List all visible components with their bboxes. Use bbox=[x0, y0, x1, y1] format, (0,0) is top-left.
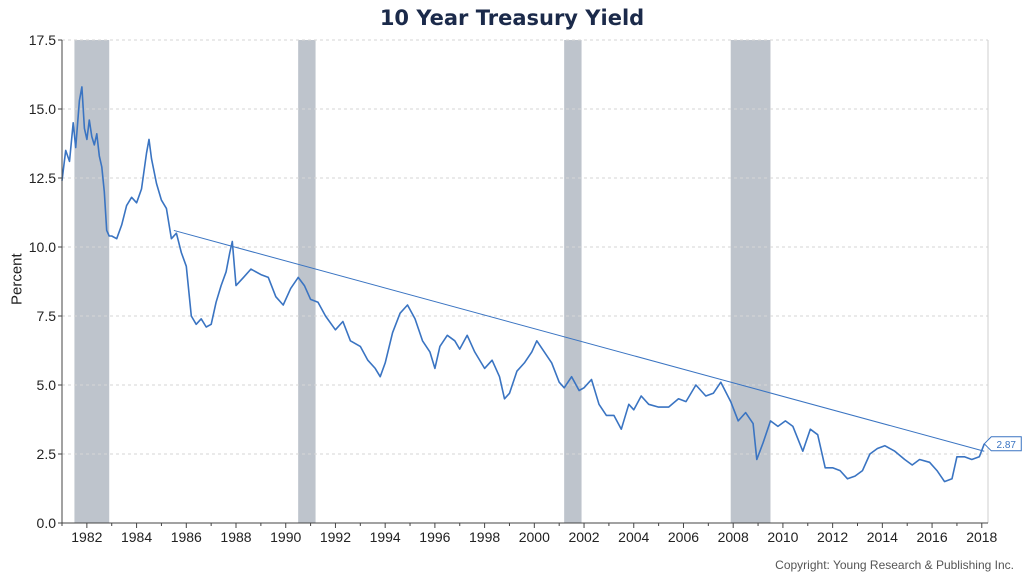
y-tick-label-0: 0.0 bbox=[37, 515, 57, 531]
y-tick-label-3: 7.5 bbox=[37, 308, 57, 324]
recession-band-2 bbox=[564, 40, 582, 523]
latest-value-callout: 2.87 bbox=[983, 436, 1022, 452]
x-tick-label-9: 2000 bbox=[519, 529, 550, 545]
x-tick-label-4: 1990 bbox=[270, 529, 301, 545]
x-tick-label-6: 1994 bbox=[370, 529, 401, 545]
x-tick-label-12: 2006 bbox=[668, 529, 699, 545]
series-line-0 bbox=[61, 86, 986, 483]
latest-value-box bbox=[983, 436, 1022, 452]
x-tick-label-0: 1982 bbox=[71, 529, 102, 545]
y-tick-label-2: 5.0 bbox=[37, 377, 57, 393]
recession-bands bbox=[74, 40, 771, 523]
x-tick-label-2: 1986 bbox=[171, 529, 202, 545]
x-tick-label-3: 1988 bbox=[220, 529, 251, 545]
y-tick-label-4: 10.0 bbox=[29, 239, 56, 255]
series-layer bbox=[61, 86, 986, 483]
x-tick-label-8: 1998 bbox=[469, 529, 500, 545]
recession-band-1 bbox=[298, 40, 316, 523]
gridlines bbox=[62, 39, 988, 455]
trendline bbox=[173, 229, 985, 452]
copyright-note: Copyright: Young Research & Publishing I… bbox=[775, 558, 1014, 572]
x-tick-label-18: 2018 bbox=[966, 529, 997, 545]
x-tick-label-5: 1992 bbox=[320, 529, 351, 545]
x-tick-label-1: 1984 bbox=[121, 529, 152, 545]
latest-value-label: 2.87 bbox=[997, 440, 1017, 451]
x-tick-label-7: 1996 bbox=[419, 529, 450, 545]
x-tick-label-17: 2016 bbox=[916, 529, 947, 545]
x-tick-label-15: 2012 bbox=[817, 529, 848, 545]
y-tick-label-1: 2.5 bbox=[37, 446, 57, 462]
y-tick-label-5: 12.5 bbox=[29, 170, 56, 186]
trendline-layer bbox=[173, 229, 985, 452]
x-tick-label-13: 2008 bbox=[718, 529, 749, 545]
x-tick-label-16: 2014 bbox=[867, 529, 898, 545]
recession-band-3 bbox=[730, 40, 771, 523]
x-tick-label-11: 2004 bbox=[618, 529, 649, 545]
y-tick-label-6: 15.0 bbox=[29, 101, 56, 117]
y-tick-label-7: 17.5 bbox=[29, 32, 56, 48]
recession-band-0 bbox=[74, 40, 110, 523]
chart-title: 10 Year Treasury Yield bbox=[379, 6, 645, 30]
x-tick-label-14: 2010 bbox=[767, 529, 798, 545]
x-tick-label-10: 2002 bbox=[568, 529, 599, 545]
axes: 0.0 2.5 5.0 7.5 10.0 12.5 15.0 17.5 1982 1984 1986… bbox=[29, 32, 998, 545]
